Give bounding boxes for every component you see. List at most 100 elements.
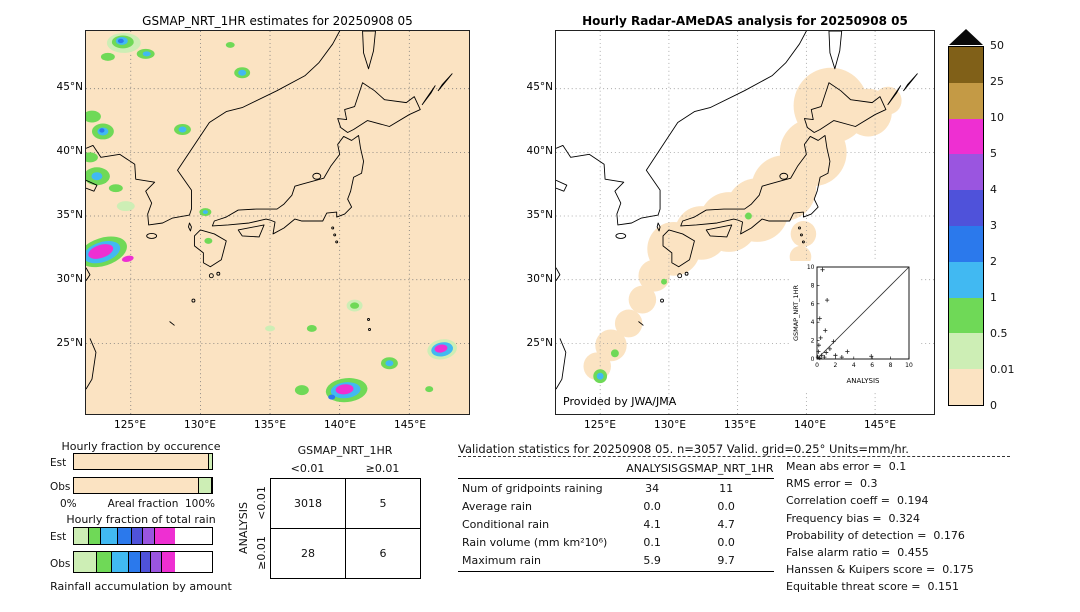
stats-value: 0.0 <box>717 499 735 513</box>
colorbar-tick-label: 4 <box>990 183 997 196</box>
svg-text:8: 8 <box>889 362 893 369</box>
coastlines <box>86 31 453 390</box>
colorbar-tick-label: 5 <box>990 147 997 160</box>
stats-header-gsmap: GSMAP_NRT_1HR <box>678 461 774 479</box>
stats-row-label: Conditional rain <box>462 517 550 531</box>
bar-segment <box>130 528 142 544</box>
colorbar-tick-label: 0.5 <box>990 327 1008 340</box>
scatter-point <box>822 355 827 360</box>
svg-text:4: 4 <box>811 319 815 326</box>
stats-value: 0.0 <box>643 499 661 513</box>
y-tick-label: 45°N <box>56 81 83 93</box>
stats-row-label: Average rain <box>462 499 532 513</box>
radar-precip-spots <box>593 212 752 384</box>
grid-lines <box>86 31 469 414</box>
bar-segment <box>116 528 131 544</box>
y-tick-label: 30°N <box>526 273 553 285</box>
occurrence-title: Hourly fraction by occurence <box>61 440 221 453</box>
y-tick-label: 25°N <box>56 337 83 349</box>
x-tick-label: 145°E <box>394 419 426 431</box>
svg-text:10: 10 <box>905 362 913 369</box>
right-map-title: Hourly Radar-AMeDAS analysis for 2025090… <box>582 14 908 28</box>
stat-metric: Frequency bias = 0.324 <box>786 511 921 525</box>
svg-text:8: 8 <box>811 282 815 289</box>
stats-value: 0.1 <box>643 535 661 549</box>
scatter-point <box>845 349 850 354</box>
colorbar-segment <box>949 47 983 83</box>
areal-fraction-label: Areal fraction <box>107 498 179 510</box>
colorbar-tick-label: 2 <box>990 255 997 268</box>
colorbar-segment <box>949 82 983 119</box>
bar-segment <box>74 478 199 493</box>
total-rain-obs-label: Obs <box>50 558 71 570</box>
colorbar-tick-label: 1 <box>990 291 997 304</box>
scatter-inset: 00 2 2 4 4 6 6 8 8 10 10 ANALYSIS GSMAP_NRT_1HR <box>789 261 919 393</box>
bar-segment <box>160 552 175 572</box>
colorbar <box>948 46 984 406</box>
contingency-row-group: ANALYSIS <box>237 502 250 554</box>
bar-segment <box>127 552 141 572</box>
stat-metric: False alarm ratio = 0.455 <box>786 546 929 560</box>
radar-map-canvas <box>556 31 934 414</box>
bar-segment <box>149 552 161 572</box>
areal-fraction-min: 0% <box>60 498 77 510</box>
skill-scores-list: Mean abs error = 0.1 RMS error = 0.3 Corre… <box>786 458 1026 596</box>
scatter-point <box>824 350 829 355</box>
stat-metric: RMS error = 0.3 <box>786 477 878 491</box>
colorbar-segment <box>949 369 983 405</box>
contingency-cell: 3018 <box>270 478 346 529</box>
scatter-point <box>831 339 836 344</box>
colorbar-tick-label: 3 <box>990 219 997 232</box>
scatter-point <box>816 343 821 348</box>
stats-value: 11 <box>719 481 734 495</box>
stat-metric: Probability of detection = 0.176 <box>786 528 965 542</box>
colorbar-tick-label: 50 <box>990 39 1004 52</box>
stat-metric: Correlation coeff = 0.194 <box>786 494 929 508</box>
bar-segment <box>74 454 208 469</box>
colorbar-segment <box>949 225 983 262</box>
svg-text:0: 0 <box>811 356 815 363</box>
svg-text:6: 6 <box>811 301 815 308</box>
bar-segment <box>141 528 154 544</box>
one-to-one-line <box>816 266 910 360</box>
stats-row-label: Num of gridpoints raining <box>462 481 603 495</box>
x-tick-label: 140°E <box>324 419 356 431</box>
scatter-point <box>820 267 825 272</box>
svg-text:0: 0 <box>815 362 819 369</box>
stats-row-label: Rain volume (mm km²10⁶) <box>462 535 608 549</box>
stats-header-spacer <box>458 461 626 479</box>
x-tick-label: 135°E <box>254 419 286 431</box>
inset-scatter-points <box>815 267 874 361</box>
scatter-point <box>817 316 822 321</box>
x-tick-label: 140°E <box>794 419 826 431</box>
scatter-point <box>833 353 838 358</box>
stats-divider <box>458 456 1010 457</box>
stats-value: 4.1 <box>643 517 661 531</box>
radar-analysis-map: 0 0 2 2 4 4 6 6 8 8 10 10 ANALYSIS GSMAP_NRT_1HR Pr… <box>555 30 935 415</box>
stats-row: Rain volume (mm km²10⁶) 0.1 0.0 <box>458 533 774 551</box>
bar-segment <box>74 528 88 544</box>
total-rain-obs-bar <box>73 551 213 573</box>
scatter-point <box>816 349 821 354</box>
occurrence-est-label: Est <box>50 457 67 469</box>
stats-value: 9.7 <box>678 551 774 572</box>
svg-text:4: 4 <box>852 362 856 369</box>
left-map-title: GSMAP_NRT_1HR estimates for 20250908 05 <box>142 14 413 28</box>
y-tick-label: 40°N <box>526 145 553 157</box>
bar-segment <box>153 528 175 544</box>
stats-row: Maximum rain 5.9 9.7 <box>458 551 774 572</box>
bar-segment <box>74 552 97 572</box>
svg-text:2: 2 <box>833 362 837 369</box>
total-rain-caption: Rainfall accumulation by amount <box>50 580 232 593</box>
stat-metric: Equitable threat score = 0.151 <box>786 580 959 594</box>
contingency-col-group: GSMAP_NRT_1HR <box>297 444 393 457</box>
x-tick-label: 135°E <box>724 419 756 431</box>
x-tick-label: 145°E <box>864 419 896 431</box>
total-rain-title: Hourly fraction of total rain <box>66 513 216 526</box>
scatter-point <box>815 355 821 360</box>
contingency-cell: 28 <box>270 528 346 579</box>
stats-row: Average rain 0.0 0.0 <box>458 497 774 515</box>
colorbar-labels: 50 25 10 5 4 3 2 1 0.5 0.01 0 <box>990 39 1034 416</box>
colorbar-tick-label: 25 <box>990 75 1004 88</box>
occurrence-est-bar <box>73 453 213 470</box>
